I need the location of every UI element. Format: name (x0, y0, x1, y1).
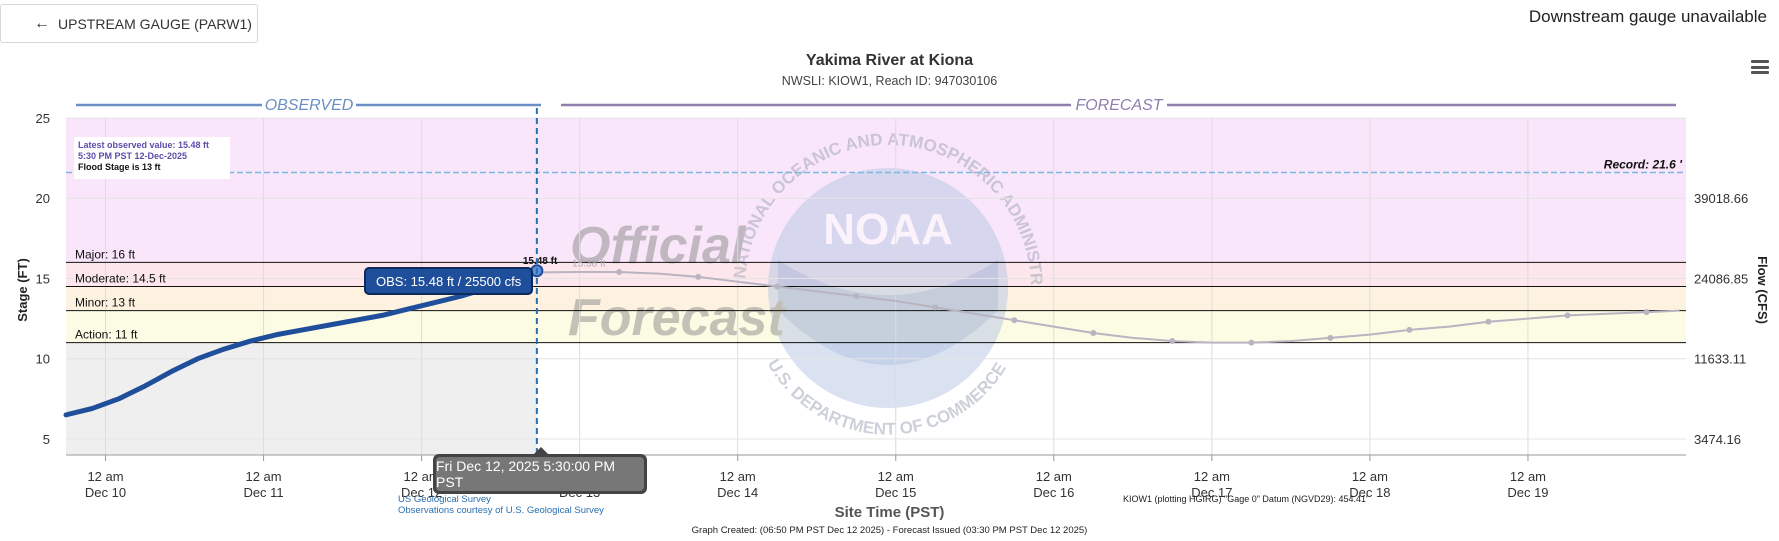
y-tick-label: 15 (36, 271, 50, 286)
forecast-series-line (540, 271, 1680, 344)
graph-created-note: Graph Created: (06:50 PM PST Dec 12 2025… (691, 525, 1088, 536)
flood-stage-text: Flood Stage is 13 ft (78, 162, 161, 172)
forecast-point (695, 273, 702, 280)
x-tick-label-time: 12 am (245, 469, 281, 484)
arrow-left-icon: ← (34, 14, 50, 32)
y2-tick-label: 11633.11 (1694, 352, 1746, 367)
time-tooltip: Fri Dec 12, 2025 5:30:00 PM PST (433, 447, 647, 494)
x-axis-title: Site Time (PST) (834, 504, 945, 521)
forecast-point (1406, 326, 1413, 333)
noaa-logo-text: NOAA (823, 205, 953, 254)
forecast-first-point-label: 15.38 ft (572, 258, 606, 269)
y-tick-label: 10 (36, 352, 50, 367)
forecast-point (616, 269, 623, 276)
y2-tick-label: 3474.16 (1694, 432, 1741, 447)
forecast-point (1564, 312, 1571, 319)
usgs-credit-line2[interactable]: Observations courtesy of U.S. Geological… (398, 505, 604, 516)
threshold-label-action: Action: 11 ft (75, 328, 138, 342)
upstream-gauge-button[interactable]: ← UPSTREAM GAUGE (PARW1) (0, 4, 258, 43)
y2-tick-label: 24086.85 (1694, 271, 1748, 286)
observation-tooltip: OBS: 15.48 ft / 25500 cfs (364, 267, 534, 295)
forecast-point (1485, 318, 1492, 325)
x-tick-label-date: Dec 12 (401, 485, 442, 500)
threshold-label-minor: Minor: 13 ft (75, 296, 136, 310)
record-label: Record: 21.6 ' (1604, 158, 1683, 172)
usgs-credit: US Geological Survey Observations courte… (398, 494, 604, 516)
x-tick-label-date: Dec 18 (1349, 485, 1390, 500)
x-tick-label-time: 12 am (878, 469, 914, 484)
watermark-forecast: Forecast (568, 289, 787, 347)
x-tick-label-date: Dec 17 (1191, 485, 1232, 500)
observed-series-line (63, 268, 540, 418)
x-tick-label-time: 12 am (1036, 469, 1072, 484)
x-tick-label-date: Dec 14 (717, 485, 758, 500)
forecast-point (1327, 334, 1334, 341)
latest-observation-box: Latest observed value: 15.48 ft 5:30 PM … (74, 137, 230, 179)
datum-note: KIOW1 (plotting HGIRG) "Gage 0" Datum (N… (1123, 494, 1368, 504)
y-axis-title: Stage (FT) (15, 258, 30, 322)
x-tick-label-date: Dec 19 (1507, 485, 1548, 500)
latest-time-text: 5:30 PM PST 12-Dec-2025 (78, 151, 188, 161)
usgs-credit-line1[interactable]: US Geological Survey (398, 494, 491, 505)
y-tick-label: 5 (43, 432, 50, 447)
forecast-point (1248, 339, 1255, 346)
x-tick-label-date: Dec 15 (875, 485, 916, 500)
y-tick-label: 25 (36, 111, 50, 126)
forecast-point (1643, 309, 1650, 316)
chart-subtitle: NWSLI: KIOW1, Reach ID: 947030106 (781, 74, 998, 88)
forecast-point (1011, 317, 1018, 324)
x-tick-label-date: Dec 11 (243, 485, 283, 500)
y2-axis-title: Flow (CFS) (1755, 256, 1770, 324)
threshold-label-major: Major: 16 ft (75, 247, 136, 261)
latest-observed-label: 15.48 ft (523, 256, 558, 267)
y2-tick-label: 39018.66 (1694, 191, 1748, 206)
forecast-point (1090, 330, 1097, 337)
latest-value-text: Latest observed value: 15.48 ft (78, 140, 210, 150)
x-tick-label-time: 12 am (87, 469, 123, 484)
x-tick-label-date: Dec 16 (1033, 485, 1074, 500)
x-tick-label-date: Dec 10 (85, 485, 126, 500)
threshold-label-moderate: Moderate: 14.5 ft (75, 272, 166, 286)
y-tick-label: 20 (36, 191, 50, 206)
x-tick-label-time: 12 am (1352, 469, 1388, 484)
chart-title: Yakima River at Kiona (805, 52, 974, 69)
observed-background (66, 342, 537, 455)
hamburger-menu-icon[interactable] (1751, 60, 1769, 74)
x-tick-label-time: 12 am (404, 469, 440, 484)
time-tooltip-text: Fri Dec 12, 2025 5:30:00 PM PST (436, 457, 644, 491)
downstream-status: Downstream gauge unavailable (1528, 7, 1767, 26)
upstream-gauge-label: UPSTREAM GAUGE (PARW1) (58, 15, 252, 32)
x-tick-label-time: 12 am (1194, 469, 1230, 484)
forecast-section-label: FORECAST (1075, 97, 1163, 114)
forecast-point (774, 283, 781, 290)
forecast-point (932, 304, 939, 311)
x-tick-label-time: 12 am (1510, 469, 1546, 484)
observed-section-label: OBSERVED (265, 97, 354, 114)
watermark-official: Official (570, 217, 747, 275)
x-tick-label-time: 12 am (720, 469, 756, 484)
forecast-point (1169, 338, 1176, 345)
forecast-point (853, 293, 860, 300)
